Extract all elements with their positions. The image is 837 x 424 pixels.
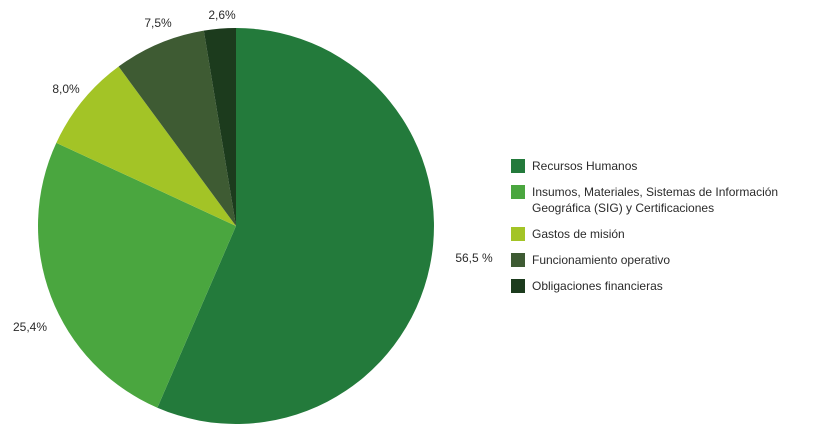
legend-label: Obligaciones financieras [532,279,663,293]
slice-data-label: 2,6% [208,8,236,22]
legend-label: Funcionamiento operativo [532,253,671,267]
pie-slice [37,142,236,408]
legend-item: Obligaciones financieras [511,278,837,294]
legend-item: Funcionamiento operativo [511,252,837,268]
pie-slice [203,28,236,226]
legend-swatch [511,227,525,241]
pie-slices [37,28,434,424]
legend-swatch [511,185,525,199]
legend-label: Insumos, Materiales, Sistemas de Informa… [532,185,779,215]
legend-item: Recursos Humanos [511,158,837,174]
legend-item: Insumos, Materiales, Sistemas de Informa… [511,184,837,216]
legend-label: Recursos Humanos [532,159,638,173]
legend-item: Gastos de misión [511,226,837,242]
legend-swatch [511,159,525,173]
pie-slice [118,30,236,226]
pie-slice [157,28,434,424]
slice-data-label: 25,4% [13,320,47,334]
legend-swatch [511,279,525,293]
legend: Recursos Humanos Insumos, Materiales, Sis… [511,158,837,304]
slice-data-label: 7,5% [144,16,172,30]
slice-data-label: 56,5 % [455,251,493,265]
legend-label: Gastos de misión [532,227,625,241]
pie-labels: 56,5 % 25,4% 8,0% 7,5% 2,6% [13,8,493,334]
pie-slice [56,66,236,226]
slice-data-label: 8,0% [52,82,80,96]
legend-swatch [511,253,525,267]
